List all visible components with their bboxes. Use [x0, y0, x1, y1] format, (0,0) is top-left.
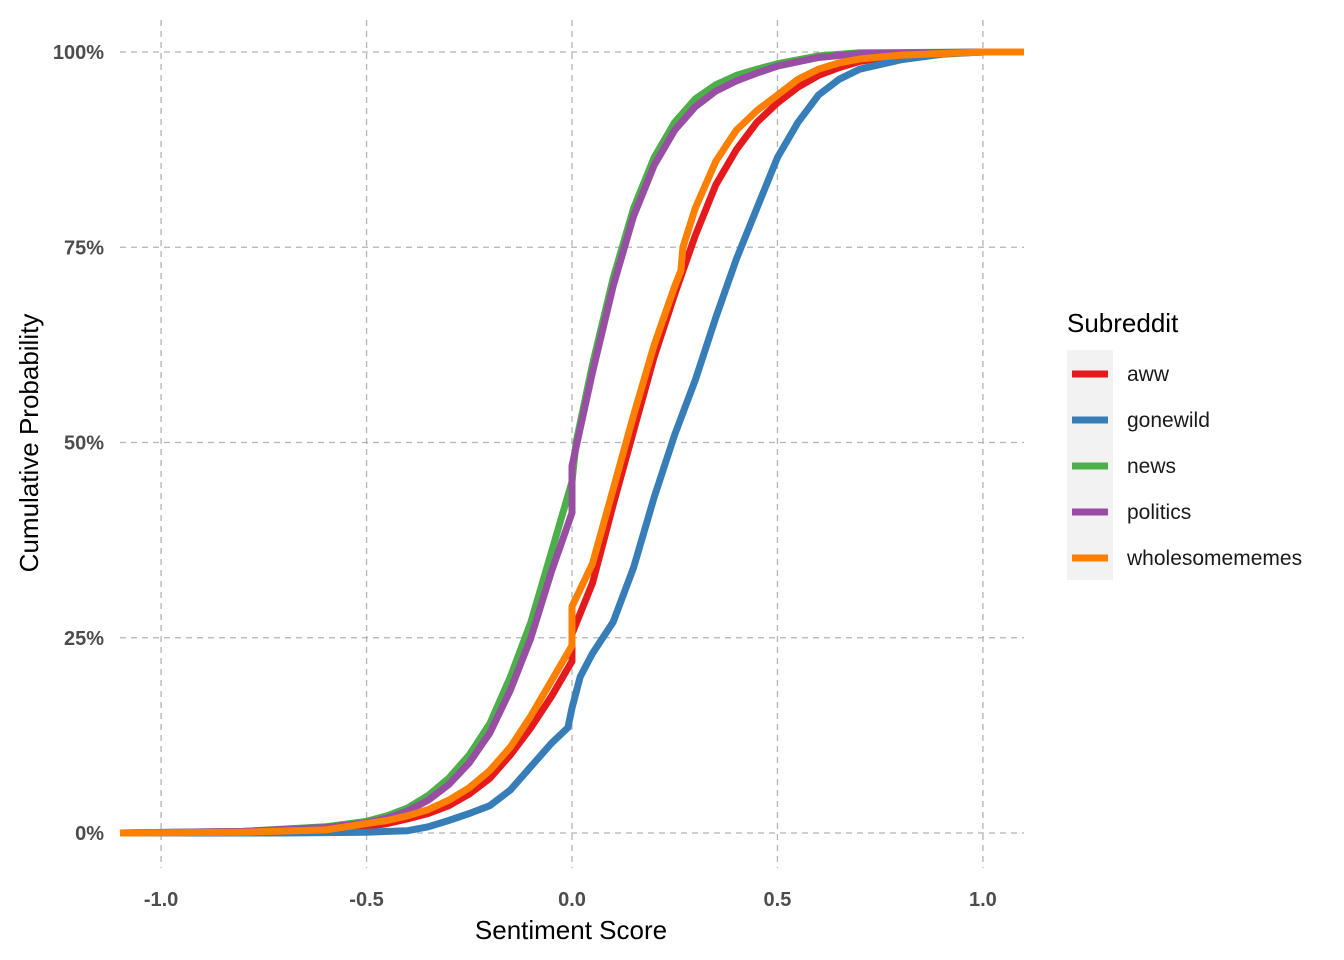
legend-label-aww: aww	[1127, 363, 1170, 386]
x-tick-label: -1.0	[144, 889, 178, 911]
x-tick-label: 0.0	[558, 889, 586, 911]
y-tick-label: 25%	[64, 628, 104, 650]
legend-label-politics: politics	[1127, 501, 1191, 524]
y-tick-label: 100%	[53, 42, 104, 64]
y-tick-label: 0%	[75, 823, 104, 845]
x-tick-label: 0.5	[764, 889, 792, 911]
series-lines	[119, 48, 1024, 837]
x-axis-title: Sentiment Score	[475, 915, 667, 945]
y-tick-label: 50%	[64, 433, 104, 455]
legend-label-wholesomememes: wholesomememes	[1126, 547, 1302, 570]
legend-title: Subreddit	[1067, 308, 1179, 338]
legend-label-news: news	[1127, 455, 1176, 478]
x-axis-tick-labels: -1.0 -0.5 0.0 0.5 1.0	[144, 889, 997, 911]
series-line-wholesomememes	[119, 48, 1024, 837]
legend-items: aww gonewild news politics wholesomememes	[1072, 363, 1302, 570]
series-line-politics	[119, 48, 1024, 837]
y-axis-title: Cumulative Probability	[14, 314, 44, 573]
y-axis-tick-labels: 0% 25% 50% 75% 100%	[53, 42, 104, 845]
legend: Subreddit aww gonewild news politics wholeso…	[1067, 308, 1302, 580]
y-tick-label: 75%	[64, 237, 104, 259]
grid-lines	[120, 20, 1024, 868]
x-tick-label: -0.5	[349, 889, 383, 911]
x-tick-label: 1.0	[969, 889, 997, 911]
legend-label-gonewild: gonewild	[1127, 409, 1210, 432]
series-line-gonewild	[120, 48, 1024, 837]
